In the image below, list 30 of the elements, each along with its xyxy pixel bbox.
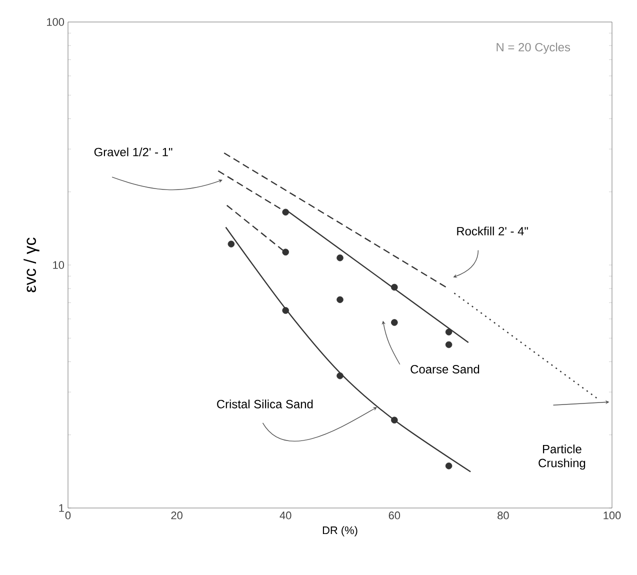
point	[336, 254, 344, 262]
x-tick-label: 60	[388, 512, 400, 520]
point	[282, 208, 289, 216]
point	[336, 372, 344, 380]
y-tick-label: 1	[59, 504, 64, 512]
point	[282, 307, 289, 314]
point	[391, 319, 398, 326]
x-tick-label: 40	[280, 512, 292, 520]
annotation: Gravel 1/2' - 1"	[94, 148, 172, 156]
annotation: Cristal Silica Sand	[217, 400, 313, 408]
annotation: N = 20 Cycles	[496, 42, 570, 54]
point	[391, 284, 398, 291]
annotation: Particle Crushing	[538, 444, 586, 470]
point	[445, 462, 452, 470]
y-axis-title: εvc / γc	[24, 238, 40, 292]
x-tick-label: 80	[498, 512, 509, 520]
x-tick-label: 0	[65, 512, 71, 520]
point	[336, 296, 344, 304]
x-tick-label: 20	[171, 512, 182, 520]
point	[445, 328, 452, 336]
x-tick-label: 100	[604, 512, 621, 520]
annotation: Coarse Sand	[410, 364, 480, 374]
point	[228, 240, 235, 248]
point	[445, 341, 452, 348]
annotation: Rockfill 2' - 4"	[457, 226, 528, 236]
y-tick-label: 100	[47, 18, 64, 26]
x-axis-title: DR (%)	[322, 526, 358, 536]
y-tick-label: 10	[53, 261, 64, 269]
point	[282, 248, 289, 256]
point	[391, 416, 398, 424]
